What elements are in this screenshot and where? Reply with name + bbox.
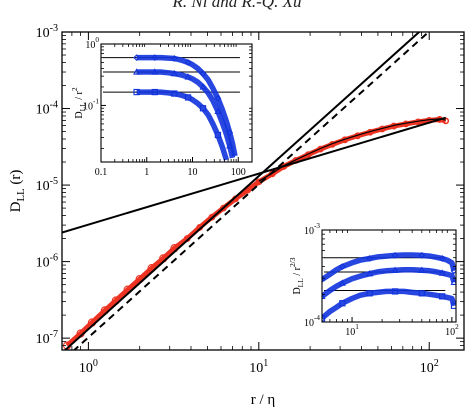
red-data-curve [65,117,447,348]
inset-bottom-data-point [338,279,346,286]
inset-top-data-point [199,83,207,90]
inset-top-data-point [199,105,207,112]
inset-bottom-data-point [438,255,446,262]
inset-bottom-background [322,230,456,322]
inset-top-y-tick-label: 10-1 [83,97,99,112]
inset-bottom-y-tick-label: 10-3 [304,222,320,237]
inset-top-data-point [151,54,159,62]
main-y-tick-label: 10-3 [36,23,58,41]
inset-bottom-data-point [391,288,399,295]
inset-bottom-data-point [366,290,373,297]
inset-top-data-point [151,88,158,96]
inset-top-x-tick-label: 100 [231,167,246,178]
inset-bottom-frame [321,229,457,323]
main-y-tick-label: 10-5 [36,176,58,194]
inset-bottom-x-tick-label: 101 [345,323,359,338]
solid-fit-line [62,116,446,234]
main-y-axis-label: DLL (r) [8,170,27,213]
main-plot-frame [61,31,465,351]
inset-top-data-point [226,142,234,149]
inset-bottom-data-point [450,278,456,285]
inset-top-x-tick-label: 10 [187,167,197,178]
main-y-tick-label: 10-4 [36,100,58,118]
inset-bottom-data-point [450,302,456,309]
inset-top-y-axis-label: DLL / r2 [70,87,87,119]
inset-top-data-point [151,68,159,75]
inset-top-data-point [214,107,222,115]
main-x-tick-label: 100 [79,358,98,376]
inset-bottom-data-curve [322,266,456,299]
inset-bottom-data-point [322,292,326,299]
inset-bottom-data-point [391,251,399,259]
inset-top-data-point [214,131,222,139]
inset-bottom-data-point [322,315,326,322]
inset-top-y-tick-label: 100 [85,36,99,51]
dashed-fit-line [72,32,431,350]
inset-bottom-data-point [366,269,374,277]
inset-top-x-tick-label: 0.1 [95,167,108,178]
inset-top-data-point [170,69,178,77]
inset-bottom-data-point [366,255,374,262]
running-head: R. Ni and R.-Q. Xu [172,0,302,11]
inset-bottom-right: 101 102 10-4 10-3 DLL / r2/3 [288,222,459,338]
main-y-tick-label: 10-7 [36,329,58,347]
main-y-tick-label: 10-6 [36,253,58,271]
inset-bottom-y-tick-label: 10-4 [304,314,320,329]
main-x-tick-label: 101 [249,358,268,376]
inset-bottom-data-point [391,266,399,273]
inset-bottom-x-tick-label: 102 [445,323,459,338]
inset-top-data-point [171,90,178,97]
main-plot-area [62,32,450,350]
inset-bottom-data-point [338,263,346,270]
inset-bottom-data-point [438,269,446,276]
inset-top-data-point [184,59,192,66]
red-data-point [244,186,252,194]
inset-bottom-data-point [418,290,425,297]
red-data-point [220,204,227,212]
inset-top-plot-area [103,54,240,161]
inset-top-data-point [214,95,222,102]
inset-top-data-point [199,70,207,77]
inset-bottom-data-point [339,300,346,307]
inset-top-data-point [133,54,140,62]
inset-top-data-point [133,88,140,96]
main-x-tick-label: 102 [420,358,439,376]
inset-bottom-y-axis-label: DLL / r2/3 [288,257,305,294]
inset-top-data-point [184,94,192,101]
inset-top-frame [100,43,253,163]
inset-bottom-data-curve [322,288,456,321]
inset-top-data-point [133,68,141,75]
inset-top-data-point [170,55,178,62]
inset-bottom-data-curve [322,252,456,282]
inset-bottom-data-point [418,266,426,273]
inset-top-x-tick-label: 1 [144,167,149,178]
inset-bottom-data-point [418,251,426,259]
inset-bottom-data-point [322,276,326,283]
inset-top-left: 0.1 1 10 100 10-1 100 DLL / r2 [70,36,253,178]
main-x-axis-label: r / η [251,392,276,408]
inset-bottom-data-point [439,293,446,300]
black-overlay-fit [258,118,446,182]
inset-bottom-plot-area [322,251,456,322]
inset-top-data-point [184,73,192,80]
